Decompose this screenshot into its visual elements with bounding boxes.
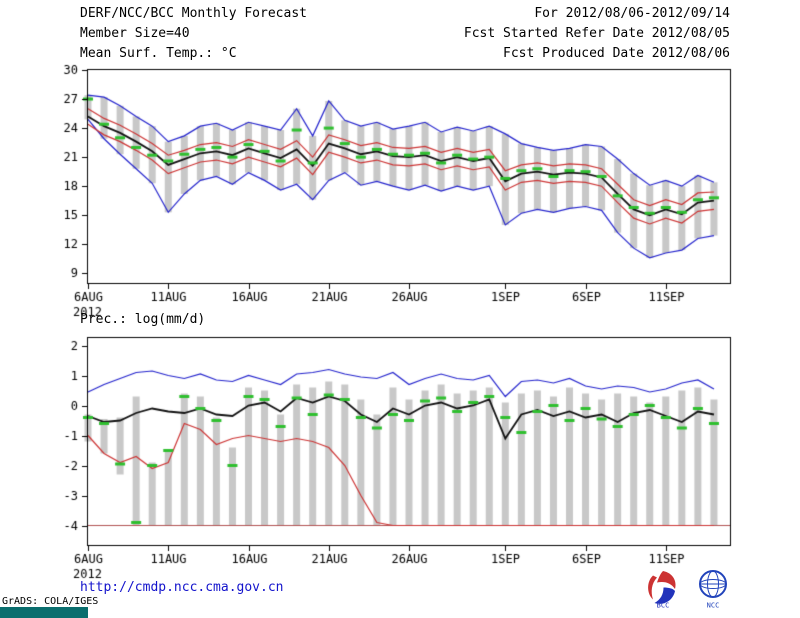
forecast-period: For 2012/08/06-2012/09/14 <box>534 6 730 21</box>
precipitation-chart <box>30 328 750 583</box>
agency-logos: BCC NCC <box>642 568 734 610</box>
svg-text:NCC: NCC <box>707 602 720 609</box>
cmdp-link[interactable]: http://cmdp.ncc.cma.gov.cn <box>80 580 284 595</box>
precipitation-chart-title: Prec.: log(mm/d) <box>80 312 206 327</box>
svg-text:BCC: BCC <box>657 602 670 609</box>
produced-date-label: Fcst Produced Date 2012/08/06 <box>503 46 730 61</box>
member-size-label: Member Size=40 <box>80 26 190 41</box>
bcc-logo: BCC <box>642 568 684 610</box>
header-row-1: DERF/NCC/BCC Monthly Forecast For 2012/0… <box>80 6 730 21</box>
header-row-3: Mean Surf. Temp.: °C Fcst Produced Date … <box>80 46 730 61</box>
ncc-logo: NCC <box>692 568 734 610</box>
page-title: DERF/NCC/BCC Monthly Forecast <box>80 6 307 21</box>
temperature-chart-title: Mean Surf. Temp.: °C <box>80 46 237 61</box>
teal-bar <box>0 607 88 618</box>
header-row-2: Member Size=40 Fcst Started Refer Date 2… <box>80 26 730 41</box>
temperature-chart <box>30 60 750 325</box>
grads-credit: GrADS: COLA/IGES <box>2 596 99 607</box>
refer-date-label: Fcst Started Refer Date 2012/08/05 <box>463 26 730 41</box>
